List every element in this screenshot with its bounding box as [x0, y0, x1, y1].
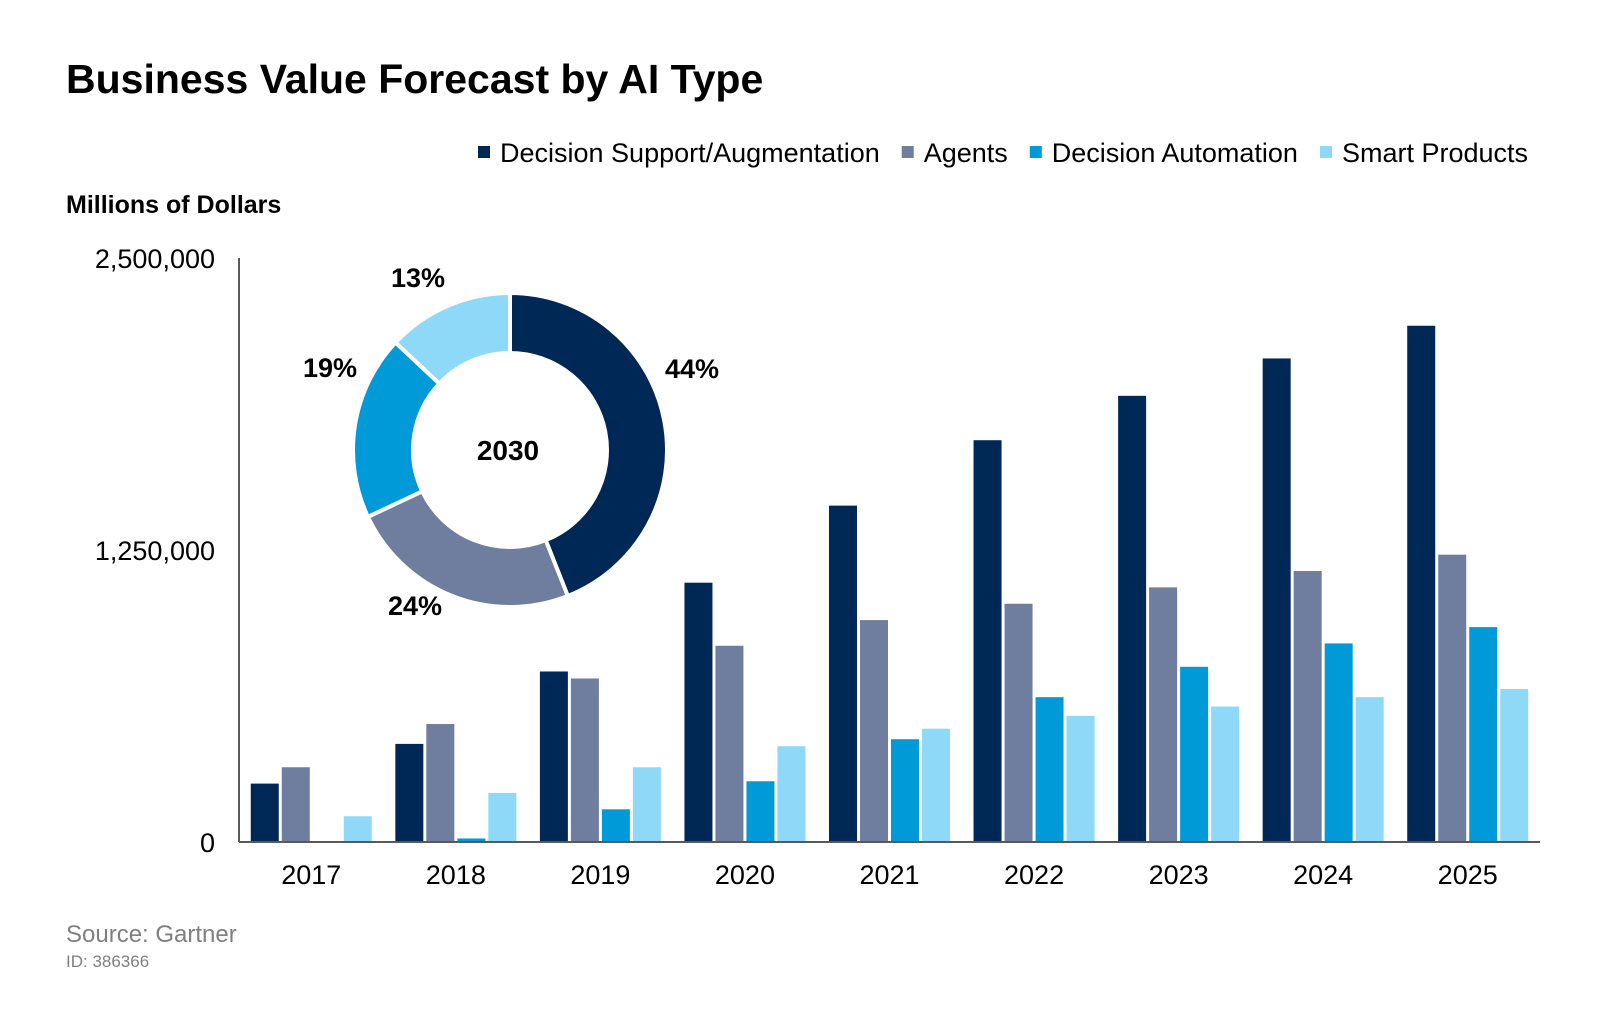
bar-2024-0 [1262, 358, 1291, 842]
source-id: ID: 386366 [66, 952, 149, 971]
bar-2021-0 [829, 505, 857, 842]
x-tick-label: 2023 [1149, 860, 1209, 890]
y-axis-label: Millions of Dollars [66, 191, 281, 219]
x-tick-label: 2018 [426, 860, 486, 890]
donut-center-label: 2030 [477, 435, 539, 466]
x-tick-label: 2022 [1004, 860, 1064, 890]
donut-slice-3 [392, 290, 512, 387]
legend-label-0: Decision Support/Augmentation [500, 138, 880, 168]
bar-2020-2 [746, 781, 775, 842]
legend-swatch-3 [1319, 146, 1332, 158]
bar-2020-1 [715, 645, 744, 842]
bar-2024-1 [1293, 571, 1322, 842]
x-tick-label: 2024 [1293, 860, 1353, 890]
donut-label-3: 13% [391, 263, 445, 293]
source-text: Source: Gartner [66, 921, 237, 948]
donut-label-2: 19% [303, 353, 357, 383]
bar-2020-0 [684, 582, 713, 842]
legend: Decision Support/Augmentation Agents Decis… [478, 138, 1528, 168]
x-tick-label: 2021 [859, 860, 919, 890]
x-tick-label: 2025 [1438, 860, 1498, 890]
bar-2021-3 [922, 728, 950, 842]
bar-2018-3 [488, 792, 517, 842]
bar-2019-0 [539, 671, 568, 842]
bar-2022-1 [1004, 603, 1033, 842]
bar-2017-3 [343, 816, 372, 842]
bar-2018-1 [426, 724, 455, 842]
legend-swatch-2 [1029, 146, 1042, 158]
donut-label-0: 44% [665, 354, 719, 384]
bar-2019-3 [632, 767, 661, 842]
bar-2025-2 [1469, 627, 1498, 842]
bar-2019-2 [601, 809, 630, 842]
bar-2022-2 [1035, 697, 1064, 842]
legend-label-3: Smart Products [1342, 138, 1528, 168]
bar-2023-2 [1180, 666, 1209, 842]
x-tick-label: 2020 [715, 860, 775, 890]
x-tick-label: 2017 [281, 860, 341, 890]
donut-inset: 44% 24% 19% 13% 2030 [303, 263, 719, 621]
bar-2024-2 [1324, 643, 1353, 842]
y-tick-label: 2,500,000 [95, 244, 215, 274]
bar-2023-3 [1211, 706, 1240, 842]
y-tick-label: 0 [200, 828, 215, 858]
bar-2025-1 [1438, 554, 1467, 842]
bar-2021-2 [891, 739, 919, 842]
bar-2022-0 [973, 440, 1002, 842]
bar-2025-0 [1407, 325, 1436, 842]
y-axis: 0 1,250,000 2,500,000 [95, 244, 240, 858]
bar-2025-3 [1500, 688, 1529, 842]
x-axis: 2017 2018 2019 2020 2021 2022 2023 2024 2025 [239, 841, 1540, 890]
bar-2023-0 [1118, 395, 1147, 842]
bar-2023-1 [1149, 587, 1178, 842]
donut-slice-0 [508, 290, 669, 599]
legend-swatch-1 [901, 146, 914, 158]
bar-2017-1 [281, 767, 310, 842]
bar-2022-3 [1066, 715, 1095, 842]
legend-swatch-0 [478, 146, 490, 158]
bar-2024-3 [1355, 697, 1384, 842]
donut-slice-1 [365, 488, 571, 609]
bar-2018-0 [395, 743, 424, 842]
y-tick-label: 1,250,000 [95, 536, 215, 566]
legend-label-2: Decision Automation [1052, 138, 1298, 168]
x-tick-label: 2019 [570, 860, 630, 890]
legend-label-1: Agents [924, 138, 1008, 168]
bar-2017-0 [250, 783, 279, 842]
bars [250, 325, 1529, 842]
chart-title: Business Value Forecast by AI Type [66, 56, 763, 102]
bar-2020-3 [777, 746, 806, 842]
bar-2018-2 [457, 838, 486, 842]
bar-2019-1 [570, 678, 599, 842]
bar-2021-1 [860, 620, 888, 842]
donut-label-1: 24% [388, 591, 442, 621]
